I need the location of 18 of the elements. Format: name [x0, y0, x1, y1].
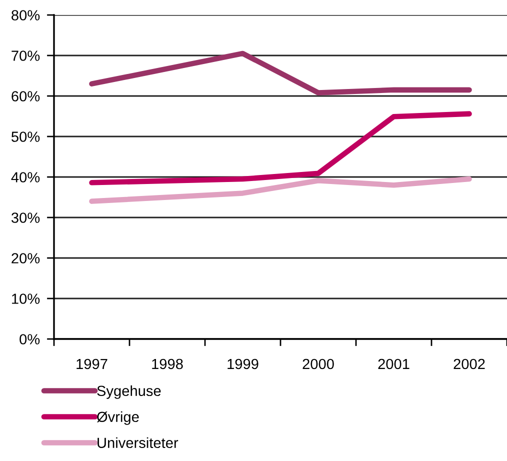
y-tick-label: 70% [12, 50, 40, 61]
y-tick-label: 10% [12, 294, 40, 304]
x-tick-label: 2001 [378, 358, 410, 370]
y-tick-label: 20% [12, 253, 40, 264]
x-tick-label: 2002 [454, 358, 485, 370]
x-tick-label: 1998 [152, 358, 183, 370]
y-tick-label: 30% [11, 212, 40, 223]
x-tick-label: 2000 [302, 358, 334, 370]
y-tick-label: 60% [12, 91, 40, 102]
y-tick-label: 0% [20, 334, 40, 344]
y-tick-label: 80% [12, 10, 40, 20]
y-tick-label: 50% [12, 132, 40, 142]
legend-label: Øvrige [96, 411, 139, 425]
x-tick-label: 1999 [228, 358, 258, 370]
x-tick-label: 1997 [76, 358, 108, 370]
legend-label: Universiteter [98, 437, 178, 448]
legend-label: Sygehuse [97, 385, 161, 399]
y-tick-label: 40% [11, 172, 40, 182]
